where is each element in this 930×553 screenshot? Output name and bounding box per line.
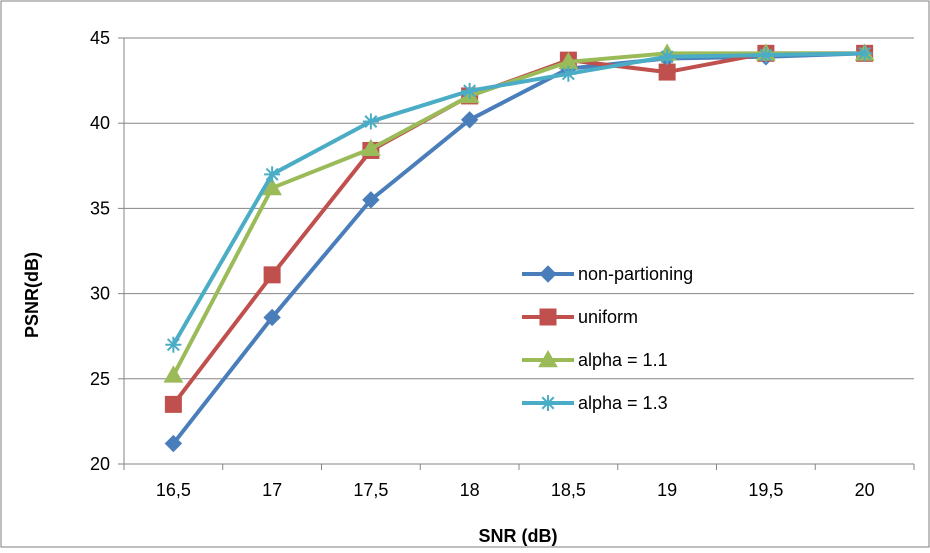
data-point — [264, 166, 281, 183]
series-4 — [165, 45, 873, 353]
data-point — [460, 111, 479, 129]
data-point — [263, 308, 281, 327]
data-point — [361, 138, 381, 157]
x-tick-label: 18,5 — [551, 480, 586, 500]
data-point — [164, 434, 183, 453]
y-tick-label: 40 — [90, 113, 110, 133]
x-tick-label: 16,5 — [156, 480, 191, 500]
data-point — [856, 45, 873, 62]
data-point — [461, 82, 478, 99]
data-point — [165, 336, 182, 353]
series-layer — [163, 43, 875, 453]
legend-label: uniform — [578, 307, 638, 327]
legend-entry: non-partioning — [522, 264, 693, 284]
y-tick-label: 20 — [90, 454, 110, 474]
star-stroke — [660, 50, 674, 64]
star-stroke — [463, 84, 477, 98]
legend-label: alpha = 1.3 — [578, 393, 668, 413]
data-point — [263, 266, 281, 284]
x-tick-label: 19 — [657, 480, 677, 500]
legend-entry: alpha = 1.3 — [522, 393, 668, 413]
x-tick-label: 17 — [262, 480, 282, 500]
star-stroke — [541, 396, 555, 410]
y-axis-title: PSNR(dB) — [22, 252, 42, 338]
data-point — [164, 395, 182, 413]
data-point — [262, 177, 282, 196]
legend-label: alpha = 1.1 — [578, 350, 668, 370]
legend-marker — [539, 265, 557, 283]
data-point — [163, 365, 184, 383]
legend-marker — [539, 308, 557, 326]
legend: non-partioning uniform alpha = 1.1 alpha = … — [522, 264, 693, 413]
legend-marker — [540, 395, 556, 411]
star-stroke — [265, 167, 279, 181]
star-stroke — [858, 46, 872, 60]
data-point — [659, 48, 676, 65]
legend-entry: alpha = 1.1 — [522, 349, 668, 370]
x-tick-label: 18 — [460, 480, 480, 500]
y-tick-label: 25 — [90, 369, 110, 389]
data-point — [658, 63, 676, 81]
x-tick-label: 17,5 — [353, 480, 388, 500]
series-line — [171, 51, 865, 346]
star-stroke — [166, 338, 180, 352]
star-stroke — [759, 48, 773, 62]
data-point — [362, 113, 379, 130]
data-point — [560, 65, 577, 82]
star-stroke — [561, 67, 575, 81]
x-tick-label: 20 — [855, 480, 875, 500]
legend-entry: uniform — [522, 307, 638, 327]
legend-marker — [538, 349, 558, 368]
x-axis-title: SNR (dB) — [479, 526, 558, 546]
axes: 20 25 30 35 40 45 16,5 17 17,5 18 18,5 19 19,5 20 — [90, 28, 915, 500]
legend-label: non-partioning — [578, 264, 693, 284]
data-point — [757, 47, 774, 64]
data-point — [362, 191, 380, 209]
y-tick-label: 30 — [90, 284, 110, 304]
star-stroke — [364, 115, 378, 128]
y-tick-label: 45 — [90, 28, 110, 48]
x-tick-label: 19,5 — [748, 480, 783, 500]
y-tick-label: 35 — [90, 198, 110, 218]
